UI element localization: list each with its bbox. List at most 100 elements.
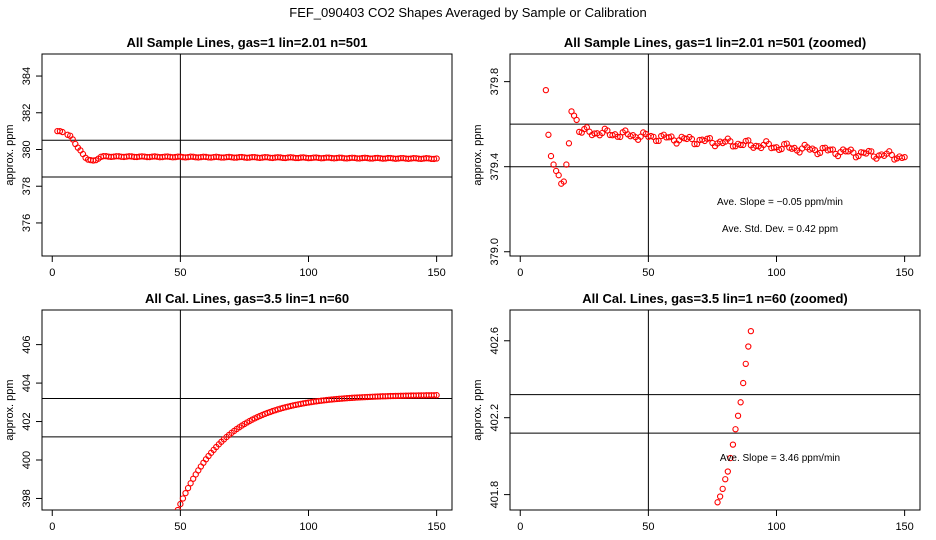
data-point [850, 149, 857, 156]
data-point [901, 154, 908, 161]
data-point [688, 135, 696, 143]
plot-frame [41, 309, 453, 511]
data-point [742, 137, 749, 145]
data-point [719, 485, 726, 492]
y-tick-label: 376 [21, 214, 33, 232]
x-tick-label: 50 [642, 267, 654, 279]
data-point [770, 144, 778, 151]
annotation-text: Ave. Slope = −0.05 ppm/min [717, 197, 843, 208]
data-point [547, 152, 555, 160]
plot-frame [509, 309, 921, 511]
x-tick-label: 100 [767, 267, 785, 279]
data-point [197, 463, 205, 470]
x-tick-label: 50 [174, 521, 186, 533]
data-point [576, 128, 583, 136]
x-tick-label: 100 [767, 521, 785, 533]
data-point [655, 137, 662, 144]
y-tick-label: 384 [21, 67, 33, 85]
data-point [706, 134, 714, 142]
data-series [714, 328, 755, 506]
data-point [59, 128, 66, 136]
data-point [430, 392, 438, 399]
data-point [555, 172, 562, 179]
data-point [177, 500, 184, 508]
data-point [182, 489, 189, 497]
y-tick-label: 404 [21, 374, 33, 392]
x-tick-label: 50 [174, 267, 186, 279]
data-point [819, 144, 826, 152]
data-point [865, 147, 872, 155]
data-point [888, 151, 895, 159]
data-point [179, 495, 187, 502]
data-point [740, 379, 747, 387]
x-tick-label: 50 [642, 521, 654, 533]
y-axis-label: approx. ppm [472, 379, 484, 440]
data-point [778, 145, 785, 153]
data-point [72, 140, 79, 148]
data-point [187, 480, 194, 487]
y-tick-label: 379.0 [489, 238, 501, 266]
y-tick-label: 402.6 [489, 327, 501, 355]
y-tick-label: 401.8 [489, 481, 501, 509]
data-point [742, 360, 749, 367]
panel-title: All Sample Lines, gas=1 lin=2.01 n=501 [127, 35, 368, 50]
y-axis-label: approx. ppm [4, 379, 16, 440]
panel-title: All Sample Lines, gas=1 lin=2.01 n=501 (… [564, 35, 866, 50]
y-tick-label: 380 [21, 140, 33, 158]
panel-title: All Cal. Lines, gas=3.5 lin=1 n=60 (zoom… [582, 291, 848, 306]
annotation-text: Ave. Slope = 3.46 ppm/min [720, 453, 840, 464]
x-tick-label: 100 [299, 521, 317, 533]
data-point [604, 127, 611, 134]
data-point [747, 328, 755, 335]
data-point [737, 141, 744, 149]
data-point [727, 454, 734, 462]
data-point [550, 161, 557, 168]
data-point [617, 133, 624, 141]
data-point [716, 493, 724, 500]
data-point [714, 499, 721, 506]
data-point [691, 140, 698, 148]
data-point [184, 484, 192, 492]
data-point [729, 143, 737, 150]
data-point [745, 137, 752, 144]
x-tick-label: 150 [427, 521, 445, 533]
panel-title: All Cal. Lines, gas=3.5 lin=1 n=60 [145, 291, 349, 306]
y-tick-label: 402 [21, 412, 33, 430]
annotation-text: Ave. Std. Dev. = 0.42 ppm [722, 224, 838, 235]
data-point [729, 441, 737, 448]
y-tick-label: 402.2 [489, 404, 501, 432]
figure-title: FEF_090403 CO2 Shapes Averaged by Sample… [289, 5, 647, 20]
data-point [614, 133, 621, 140]
data-point [745, 343, 752, 350]
x-tick-label: 150 [427, 267, 445, 279]
x-tick-label: 0 [49, 521, 55, 533]
data-point [79, 150, 87, 158]
data-point [868, 148, 875, 155]
data-series [174, 392, 440, 510]
x-tick-label: 0 [517, 521, 523, 533]
data-point [734, 412, 742, 419]
chart-panel-1: All Sample Lines, gas=1 lin=2.01 n=501 0 5… [4, 35, 453, 279]
x-tick-label: 100 [299, 267, 317, 279]
data-point [430, 155, 438, 163]
data-point [781, 141, 788, 148]
data-point [69, 136, 76, 143]
data-point [174, 506, 181, 510]
x-tick-label: 0 [517, 267, 523, 279]
data-point [542, 86, 550, 94]
data-point [560, 178, 567, 185]
plot-frame [509, 53, 921, 257]
chart-panel-3: All Cal. Lines, gas=3.5 lin=1 n=60 0 50 100… [4, 291, 453, 533]
x-tick-label: 150 [895, 267, 913, 279]
y-tick-label: 406 [21, 335, 33, 353]
data-point [433, 392, 440, 399]
y-tick-label: 398 [21, 489, 33, 507]
data-point [827, 146, 834, 153]
y-axis-label: approx. ppm [4, 124, 16, 185]
data-point [652, 137, 660, 145]
x-tick-label: 0 [49, 267, 55, 279]
data-point [573, 116, 580, 124]
data-point [752, 142, 760, 150]
y-tick-label: 379.4 [489, 153, 501, 181]
